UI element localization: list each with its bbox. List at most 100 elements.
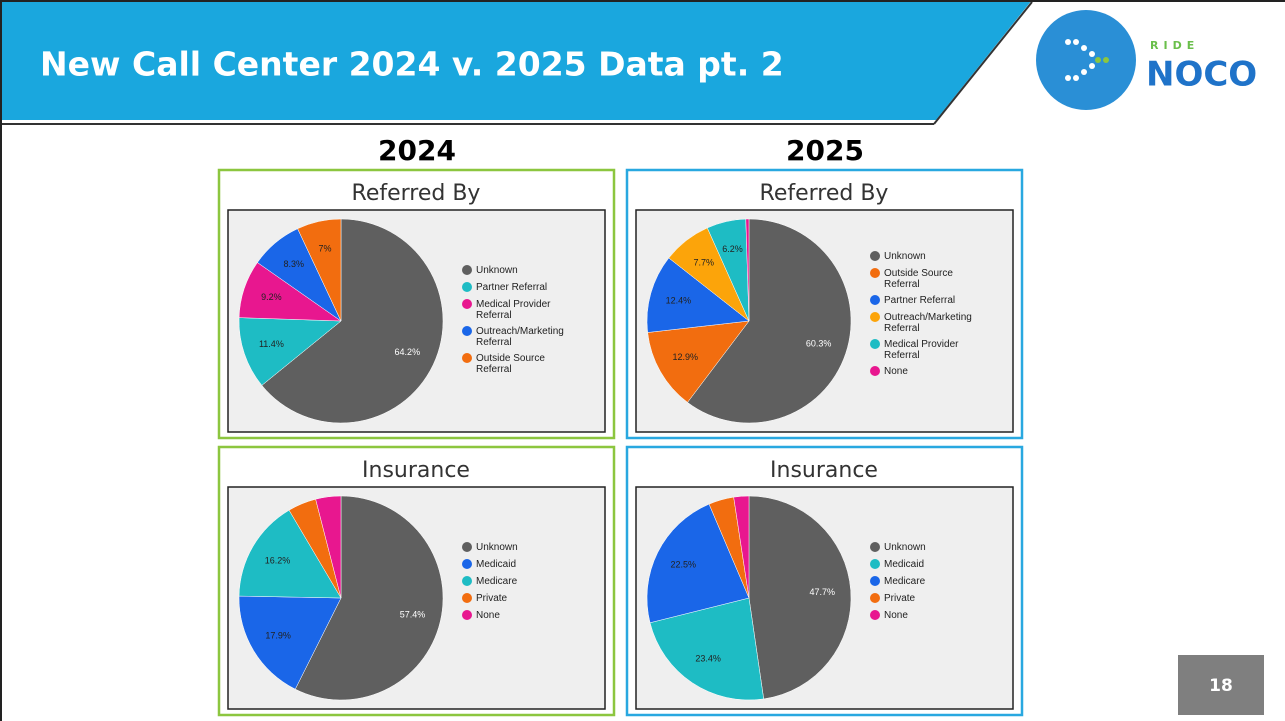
legend-item: Outside Source Referral	[462, 353, 581, 375]
legend-label: Outreach/Marketing Referral	[884, 312, 972, 334]
logo-icon	[1065, 39, 1109, 81]
column-label: 2025	[786, 134, 864, 167]
chart-title: Insurance	[770, 458, 878, 483]
pie-slice	[748, 495, 852, 700]
legend-label: None	[476, 610, 500, 621]
slice-label: 11.4%	[259, 339, 284, 349]
slice-label: 47.7%	[809, 587, 835, 597]
legend-label: Unknown	[884, 542, 926, 553]
pie-slice	[646, 503, 750, 624]
legend-item: Medicaid	[462, 559, 581, 570]
pie-slice	[687, 218, 852, 424]
legend-item: Private	[462, 593, 581, 604]
legend-swatch	[870, 576, 880, 586]
chart-title: Referred By	[760, 181, 889, 206]
legend-swatch	[870, 366, 880, 376]
slice-label: 6.2%	[722, 244, 743, 254]
legend-label: Unknown	[884, 251, 926, 262]
slice-label: 8.3%	[283, 259, 304, 269]
slice-label: 17.9%	[265, 630, 291, 640]
legend-item: None	[462, 610, 581, 621]
legend-item: Medicare	[870, 576, 989, 587]
pie-slice	[238, 509, 342, 599]
legend-swatch	[462, 576, 472, 586]
legend-item: Outreach/Marketing Referral	[870, 312, 989, 334]
legend-item: Partner Referral	[462, 282, 581, 293]
legend-swatch	[870, 312, 880, 322]
pie-slice	[294, 495, 444, 701]
pie-slice	[297, 218, 342, 322]
page-number-box	[1178, 655, 1264, 715]
slice-label: 7.7%	[694, 257, 715, 267]
legend-label: None	[884, 366, 908, 377]
legend-item: Medicaid	[870, 559, 989, 570]
slice-label: 23.4%	[695, 653, 721, 663]
legend-item: Medicare	[462, 576, 581, 587]
legend-label: Medicare	[884, 576, 926, 587]
legend-swatch	[870, 295, 880, 305]
pie-slice	[315, 495, 342, 599]
pie-slice	[647, 320, 750, 403]
legend-swatch	[870, 559, 880, 569]
legend-label: Medicare	[476, 576, 518, 587]
legend-item: None	[870, 610, 989, 621]
legend-swatch	[870, 542, 880, 552]
legend-label: Unknown	[476, 265, 518, 276]
legend-swatch	[462, 593, 472, 603]
pie-slice	[261, 218, 444, 424]
legend-swatch	[462, 610, 472, 620]
legend-swatch	[462, 326, 472, 336]
legend-label: Medicaid	[884, 559, 925, 570]
legend-item: Partner Referral	[870, 295, 989, 306]
legend-label: None	[884, 610, 908, 621]
legend-swatch	[870, 593, 880, 603]
legend-label: Outside Source Referral	[476, 353, 545, 375]
pie-slice	[646, 257, 750, 333]
slice-label: 12.4%	[666, 295, 692, 305]
legend-swatch	[462, 542, 472, 552]
header-rule	[933, 1, 1033, 125]
legend-label: Outreach/Marketing Referral	[476, 326, 564, 348]
pie-slice	[733, 495, 750, 599]
legend-swatch	[462, 265, 472, 275]
pie-slice	[745, 218, 750, 322]
column-label: 2024	[378, 134, 456, 167]
legend-swatch	[870, 268, 880, 278]
legend-label: Partner Referral	[884, 295, 956, 306]
legend-label: Medical Provider Referral	[476, 299, 551, 321]
legend-label: Partner Referral	[476, 282, 548, 293]
pie-slice	[238, 595, 342, 690]
slice-label: 64.2%	[395, 347, 421, 357]
pie-slice	[238, 317, 342, 386]
legend-item: Medical Provider Referral	[462, 299, 581, 321]
legend-label: Outside Source Referral	[884, 268, 953, 290]
chart-title: Referred By	[352, 181, 481, 206]
slice-label: 22.5%	[670, 560, 696, 570]
legend-swatch	[870, 251, 880, 261]
logo-top: RIDE	[1150, 39, 1199, 52]
slice-label: 12.9%	[672, 352, 698, 362]
legend-swatch	[462, 353, 472, 363]
legend-label: Unknown	[476, 542, 518, 553]
legend-swatch	[462, 559, 472, 569]
legend-item: Private	[870, 593, 989, 604]
slide-title: New Call Center 2024 v. 2025 Data pt. 2	[40, 45, 784, 84]
page-number: 18	[1209, 676, 1233, 696]
legend-item: Unknown	[462, 542, 581, 553]
slice-label: 9.2%	[261, 292, 282, 302]
pie-slice	[649, 597, 764, 701]
slice-label: 16.2%	[265, 555, 291, 565]
slice-label: 7%	[318, 244, 331, 254]
header-band	[0, 0, 1032, 120]
logo-circle	[1036, 10, 1136, 110]
slice-label: 60.3%	[806, 339, 832, 349]
logo-bottom: NOCO	[1146, 55, 1257, 95]
legend-swatch	[462, 299, 472, 309]
legend-label: Private	[884, 593, 916, 604]
legend-swatch	[870, 339, 880, 349]
legend-item: Unknown	[870, 251, 989, 262]
legend-label: Medicaid	[476, 559, 517, 570]
legend-swatch	[870, 610, 880, 620]
